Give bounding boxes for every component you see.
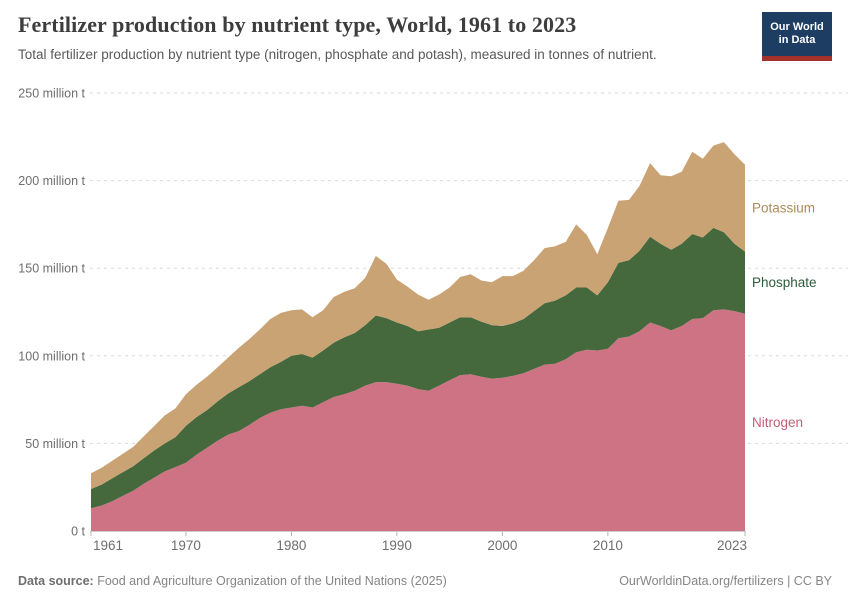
license-label[interactable]: CC BY xyxy=(793,574,832,588)
x-axis-tick-label: 2023 xyxy=(717,538,747,553)
y-axis-tick-label: 0 t xyxy=(71,525,85,539)
chart-subtitle: Total fertilizer production by nutrient … xyxy=(18,47,657,62)
area-nitrogen[interactable] xyxy=(91,309,745,531)
y-axis-tick-label: 50 million t xyxy=(25,437,85,451)
x-axis-tick-label: 1980 xyxy=(276,538,306,553)
legend-label-phosphate[interactable]: Phosphate xyxy=(752,275,817,290)
chart-footer: Data source: Food and Agriculture Organi… xyxy=(18,574,832,588)
data-source-note: Data source: Food and Agriculture Organi… xyxy=(18,574,447,588)
legend-label-nitrogen[interactable]: Nitrogen xyxy=(752,415,803,430)
x-axis-tick-label: 1990 xyxy=(382,538,412,553)
owid-logo-line2: in Data xyxy=(778,34,816,46)
y-axis-tick-label: 150 million t xyxy=(18,262,85,276)
page-title: Fertilizer production by nutrient type, … xyxy=(18,12,577,37)
data-source-label: Data source: xyxy=(18,574,94,588)
footer-separator: | xyxy=(783,574,794,588)
owid-url-link[interactable]: OurWorldinData.org/fertilizers xyxy=(619,574,784,588)
footer-links: OurWorldinData.org/fertilizers | CC BY xyxy=(619,574,832,588)
area-phosphate[interactable] xyxy=(91,227,745,509)
owid-logo[interactable]: Our World in Data xyxy=(762,12,832,61)
legend-label-potassium[interactable]: Potassium xyxy=(752,201,815,216)
area-potassium[interactable] xyxy=(91,142,745,489)
owid-logo-line1: Our World xyxy=(770,21,824,33)
x-axis-tick-label: 1961 xyxy=(93,538,123,553)
x-axis-tick-label: 2000 xyxy=(487,538,517,553)
x-axis-tick-label: 2010 xyxy=(593,538,623,553)
y-axis-tick-label: 250 million t xyxy=(18,87,85,101)
y-axis-tick-label: 200 million t xyxy=(18,174,85,188)
data-source-text: Food and Agriculture Organization of the… xyxy=(97,574,447,588)
y-axis-tick-label: 100 million t xyxy=(18,349,85,363)
chart-header: Fertilizer production by nutrient type, … xyxy=(18,12,832,62)
x-axis-tick-label: 1970 xyxy=(171,538,201,553)
